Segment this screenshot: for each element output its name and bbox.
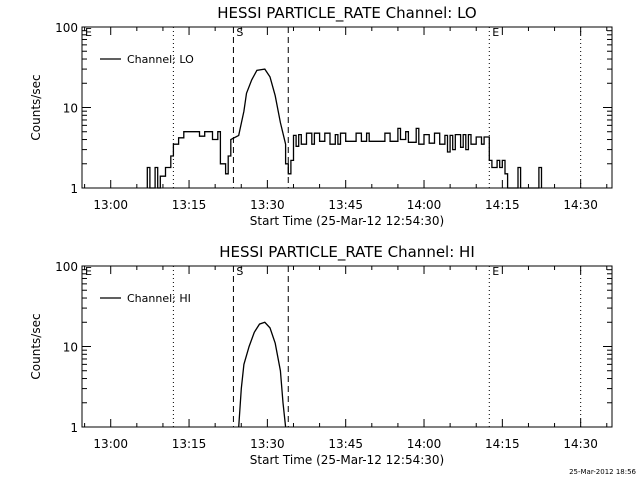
x-tick-label: 14:30 <box>563 437 598 451</box>
legend-label: Channel: HI <box>127 292 191 305</box>
x-tick-label: 13:15 <box>172 198 207 212</box>
x-tick-label: 13:15 <box>172 437 207 451</box>
marker-label-5: E <box>492 26 499 39</box>
y-tick-label: 1 <box>70 421 78 435</box>
y-tick-label: 10 <box>63 102 78 116</box>
x-tick-label: 14:30 <box>563 198 598 212</box>
y-axis-label: Counts/sec <box>29 313 43 379</box>
plot-frame <box>81 26 613 189</box>
y-axis-label: Counts/sec <box>29 74 43 140</box>
marker-label-3: S <box>236 265 243 278</box>
marker-label-5: E <box>492 265 499 278</box>
chart-panel-1: HESSI PARTICLE_RATE Channel: LO Counts/se… <box>29 4 613 228</box>
x-tick-label: 14:15 <box>485 437 520 451</box>
x-tick-label: 14:00 <box>407 198 442 212</box>
x-axis-label: Start Time (25-Mar-12 12:54:30) <box>250 214 444 228</box>
x-tick-label: 13:30 <box>250 437 285 451</box>
x-tick-label: 14:15 <box>485 198 520 212</box>
x-tick-label: 13:45 <box>328 437 363 451</box>
x-tick-label: 13:00 <box>93 437 128 451</box>
series-line-1 <box>146 68 543 189</box>
x-tick-label: 13:00 <box>93 198 128 212</box>
plot-frame <box>81 265 613 428</box>
y-tick-label: 100 <box>55 21 78 35</box>
y-tick-label: 1 <box>70 182 78 196</box>
x-tick-label: 13:30 <box>250 198 285 212</box>
marker-label-3: S <box>236 26 243 39</box>
chart-panel-2: HESSI PARTICLE_RATE Channel: HI Counts/se… <box>29 243 613 467</box>
marker-label-1: E <box>85 265 92 278</box>
chart-title: HESSI PARTICLE_RATE Channel: LO <box>217 4 476 23</box>
marker-label-1: E <box>85 26 92 39</box>
legend-label: Channel: LO <box>127 53 194 66</box>
x-tick-label: 13:45 <box>328 198 363 212</box>
x-axis-label: Start Time (25-Mar-12 12:54:30) <box>250 453 444 467</box>
x-tick-label: 14:00 <box>407 437 442 451</box>
y-tick-label: 100 <box>55 260 78 274</box>
series-line-1 <box>238 321 287 428</box>
y-tick-label: 10 <box>63 341 78 355</box>
chart-title: HESSI PARTICLE_RATE Channel: HI <box>219 243 475 262</box>
footer-stamp: 25-Mar-2012 18:56 <box>569 468 636 476</box>
